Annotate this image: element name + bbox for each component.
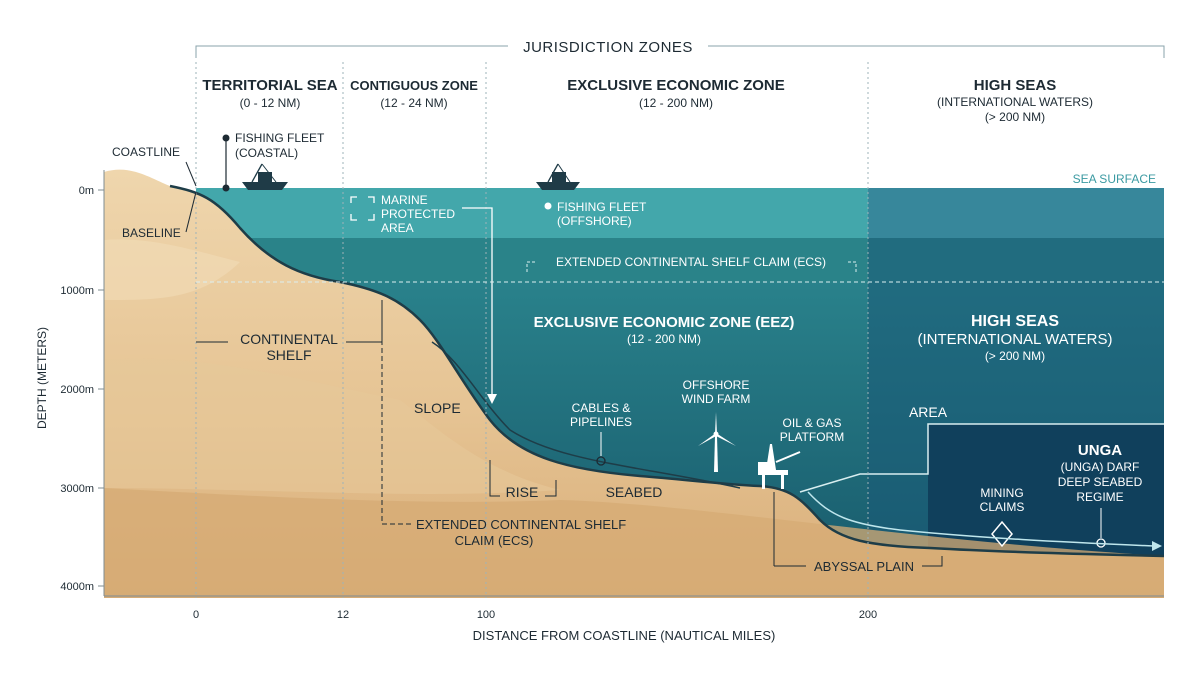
fishing-boat-offshore-icon [536,163,580,190]
zone-contiguous-range: (12 - 24 NM) [380,96,447,110]
unga-label-2: DEEP SEABED [1058,475,1143,489]
fishing-offshore-label-1: FISHING FLEET [557,200,647,214]
baseline-leader [185,191,197,233]
sea-surface-label: SEA SURFACE [1073,172,1156,186]
hs-water-range: (> 200 NM) [985,349,1045,363]
cables-marker [596,456,606,466]
sand-layer-light [104,239,240,300]
y-tick-3000: 3000m [60,483,94,495]
hs-water-title: HIGH SEAS [971,313,1059,330]
seabed-label: SEABED [606,484,663,500]
zone-high-seas-range2: (> 200 NM) [985,110,1045,124]
high-seas-surface [868,188,1164,238]
mpa-arrowhead [487,394,497,404]
unga-title: UNGA [1078,442,1122,459]
zone-dividers [195,62,869,598]
mpa-label-1: MARINE [381,193,428,207]
zone-high-seas-range: (INTERNATIONAL WATERS) [937,95,1093,109]
wind-label-1: OFFSHORE [683,378,750,392]
mpa-arrow [462,207,493,396]
rise-label: RISE [506,484,539,500]
mpa-label-3: AREA [381,221,414,235]
y-tick-2000: 2000m [60,384,94,396]
y-tick-1000: 1000m [60,285,94,297]
deep-seabed-arrow [807,491,1155,547]
deep-seabed-arrowhead [1152,541,1162,551]
fishing-coastal-label-1: FISHING FLEET [235,131,325,145]
ecs-top-label: EXTENDED CONTINENTAL SHELF CLAIM (ECS) [556,255,826,269]
x-axis-title: DISTANCE FROM COASTLINE (NAUTICAL MILES) [473,628,776,643]
zone-territorial-sea: TERRITORIAL SEA [202,77,337,94]
coastline-label: COASTLINE [112,145,180,159]
wind-label-2: WIND FARM [682,392,751,406]
x-tick-100: 100 [477,609,495,621]
oil-platform-icon [758,444,801,489]
fishing-coastal-label-2: (COASTAL) [235,146,298,160]
mpa-icon [350,196,375,221]
cables-label-2: PIPELINES [570,415,632,429]
x-tick-200: 200 [859,609,877,621]
ecs-bottom-label-2: CLAIM (ECS) [455,533,534,548]
mining-label-2: CLAIMS [980,500,1025,514]
unga-label-1: (UNGA) DARF [1061,460,1140,474]
fishing-boat-coastal-icon [242,163,288,190]
abyssal-label: ABYSSAL PLAIN [814,559,914,574]
header-title: JURISDICTION ZONES [523,39,693,56]
y-ticks [98,189,104,587]
mining-claims-icon [991,520,1013,548]
seabed-outline [169,184,1165,558]
cables-label-1: CABLES & [572,401,631,415]
sand-layer-mid [104,358,560,494]
baseline-label: BASELINE [122,226,181,240]
fishing-offshore-marker [544,202,552,210]
zone-high-seas: HIGH SEAS [974,77,1057,94]
zone-territorial-sea-range: (0 - 12 NM) [240,96,301,110]
zone-eez: EXCLUSIVE ECONOMIC ZONE [567,77,785,94]
ecs-top-bracket [526,261,857,272]
slope-label: SLOPE [414,400,461,416]
rise-bracket [489,460,557,497]
eez-water-range: (12 - 200 NM) [627,332,701,346]
x-tick-0: 0 [193,609,199,621]
area-label: AREA [909,404,948,420]
area-boundary-line [799,423,1164,493]
continental-shelf-label-1: CONTINENTAL [240,331,338,347]
fishing-coastal-base [222,184,230,192]
oil-label-2: PLATFORM [780,430,844,444]
fishing-coastal-marker [222,134,230,142]
fishing-offshore-label-2: (OFFSHORE) [557,214,632,228]
coastline-leader [185,161,197,187]
zone-contiguous: CONTIGUOUS ZONE [350,78,478,93]
x-tick-12: 12 [337,609,349,621]
header-bracket [195,45,1165,58]
y-tick-4000: 4000m [60,581,94,593]
ecs-bottom-bracket [381,300,412,525]
unga-label-3: REGIME [1076,490,1123,504]
ecs-bottom-label-1: EXTENDED CONTINENTAL SHELF [416,517,626,532]
y-axis-title: DEPTH (METERS) [35,327,49,429]
oil-label-1: OIL & GAS [783,416,842,430]
mpa-label-2: PROTECTED [381,207,455,221]
zone-eez-range: (12 - 200 NM) [639,96,713,110]
sand-layer-dark [104,488,1164,598]
abyssal-bracket [774,556,943,567]
slope-sediment-line [431,341,741,489]
eez-water-title: EXCLUSIVE ECONOMIC ZONE (EEZ) [534,314,795,331]
continental-shelf-label-2: SHELF [266,347,311,363]
hs-water-subtitle: (INTERNATIONAL WATERS) [918,331,1113,348]
mining-label-1: MINING [980,486,1023,500]
y-tick-0: 0m [79,185,94,197]
wind-turbine-icon [698,412,736,472]
